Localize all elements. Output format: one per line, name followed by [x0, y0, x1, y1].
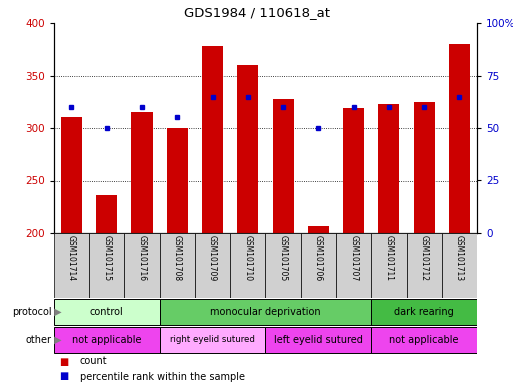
Bar	[371, 300, 477, 324]
Bar	[167, 128, 188, 233]
Text: ■: ■	[59, 356, 68, 366]
Text: GSM101705: GSM101705	[279, 235, 288, 281]
Bar	[301, 233, 336, 298]
Bar	[308, 226, 329, 233]
Text: GSM101712: GSM101712	[420, 235, 429, 281]
Text: not applicable: not applicable	[389, 335, 459, 345]
Text: GSM101713: GSM101713	[455, 235, 464, 281]
Bar	[371, 328, 477, 353]
Text: left eyelid sutured: left eyelid sutured	[274, 335, 363, 345]
Bar	[343, 108, 364, 233]
Text: dark rearing: dark rearing	[394, 307, 454, 317]
Bar	[195, 233, 230, 298]
Bar	[272, 99, 293, 233]
Bar	[54, 300, 160, 324]
Bar	[336, 233, 371, 298]
Text: ▶: ▶	[51, 307, 62, 317]
Bar	[96, 195, 117, 233]
Bar	[265, 233, 301, 298]
Text: GSM101708: GSM101708	[173, 235, 182, 281]
Bar	[265, 328, 371, 353]
Text: GDS1984 / 110618_at: GDS1984 / 110618_at	[184, 6, 329, 19]
Bar	[160, 328, 265, 353]
Text: right eyelid sutured: right eyelid sutured	[170, 336, 255, 344]
Text: not applicable: not applicable	[72, 335, 142, 345]
Bar	[449, 44, 470, 233]
Text: GSM101710: GSM101710	[243, 235, 252, 281]
Bar	[378, 104, 400, 233]
Text: GSM101716: GSM101716	[137, 235, 147, 281]
Text: protocol: protocol	[12, 307, 51, 317]
Bar	[124, 233, 160, 298]
Bar	[442, 233, 477, 298]
Text: percentile rank within the sample: percentile rank within the sample	[80, 371, 245, 381]
Bar	[406, 233, 442, 298]
Bar	[131, 112, 152, 233]
Bar	[202, 46, 223, 233]
Bar	[160, 233, 195, 298]
Text: GSM101714: GSM101714	[67, 235, 76, 281]
Text: other: other	[25, 335, 51, 345]
Bar	[54, 233, 89, 298]
Text: GSM101707: GSM101707	[349, 235, 358, 281]
Text: GSM101709: GSM101709	[208, 235, 217, 281]
Bar	[160, 300, 371, 324]
Bar	[61, 118, 82, 233]
Bar	[413, 102, 435, 233]
Text: GSM101706: GSM101706	[314, 235, 323, 281]
Text: monocular deprivation: monocular deprivation	[210, 307, 321, 317]
Bar	[54, 328, 160, 353]
Text: ▶: ▶	[51, 335, 62, 345]
Text: ■: ■	[59, 371, 68, 381]
Bar	[237, 65, 259, 233]
Bar	[230, 233, 265, 298]
Bar	[371, 233, 406, 298]
Bar	[89, 233, 124, 298]
Text: GSM101715: GSM101715	[102, 235, 111, 281]
Text: GSM101711: GSM101711	[384, 235, 393, 281]
Text: control: control	[90, 307, 124, 317]
Text: count: count	[80, 356, 107, 366]
